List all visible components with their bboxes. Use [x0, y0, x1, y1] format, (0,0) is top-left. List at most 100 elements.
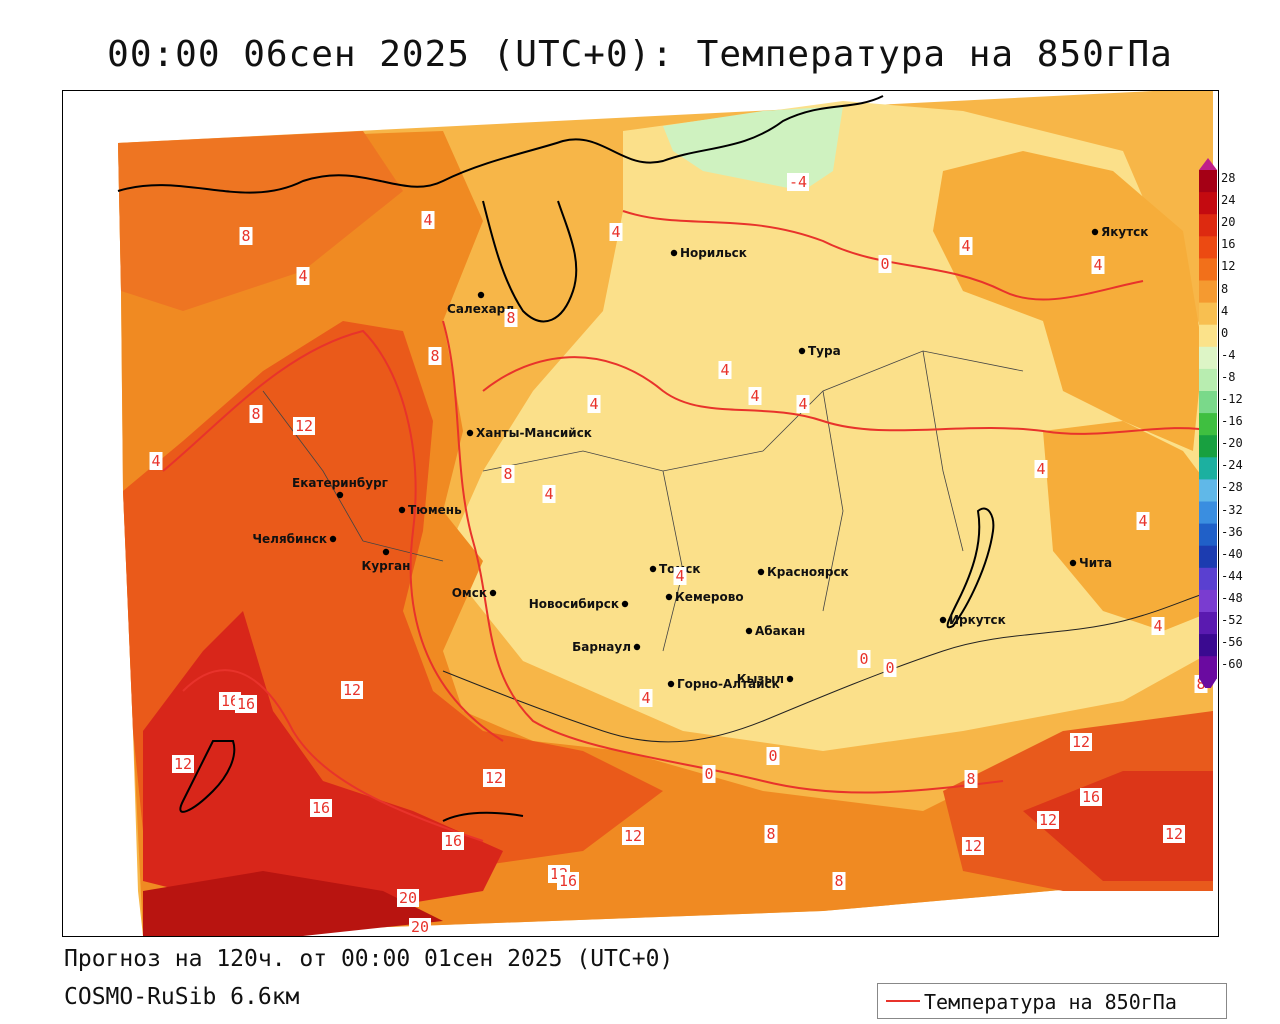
isotherm-label: 4 — [589, 395, 598, 413]
isotherm-label: 12 — [964, 837, 982, 855]
colorbar-swatch — [1199, 457, 1217, 480]
zone-cold — [663, 106, 843, 191]
isotherm-label-bg — [310, 799, 332, 817]
isotherm-label: 16 — [444, 832, 462, 850]
colorbar-tick-label: -8 — [1221, 369, 1236, 384]
isotherm-contour-4 — [482, 356, 1214, 435]
city-label: Курган — [362, 559, 411, 573]
isotherm-label: 4 — [1036, 460, 1045, 478]
isotherm-label-bg — [428, 347, 442, 365]
isotherm-label-bg — [442, 832, 464, 850]
colorbar-tick-label: -16 — [1221, 414, 1243, 429]
isotherm-label-bg — [857, 650, 871, 668]
city-marker — [667, 680, 675, 688]
isotherm-label: 12 — [624, 827, 642, 845]
colorbar-swatch — [1199, 523, 1217, 547]
colorbar-swatch — [1199, 589, 1217, 613]
isotherm-label-bg — [557, 872, 579, 890]
zone-16-east-south — [1023, 771, 1213, 881]
isotherm-label: 0 — [880, 255, 889, 273]
isotherm-label-bg — [235, 695, 257, 713]
isotherm-label-bg — [1151, 617, 1165, 635]
isotherm-label-bg — [878, 255, 892, 273]
colorbar-tick-label: -4 — [1221, 347, 1236, 362]
isotherm-label: 8 — [834, 872, 843, 890]
city-marker — [329, 535, 337, 543]
city-marker — [621, 600, 629, 608]
isotherm-label-bg — [622, 827, 644, 845]
colorbar-tick-label: 4 — [1221, 303, 1229, 318]
isotherm-label: 20 — [411, 918, 429, 936]
isotherm-label-bg — [609, 223, 623, 241]
colorbar-swatch — [1199, 368, 1217, 392]
isotherm-label-bg — [766, 747, 780, 765]
city-marker — [649, 565, 657, 573]
isotherm-label: 4 — [611, 223, 620, 241]
isotherm-label-bg — [239, 227, 253, 245]
city-marker — [1091, 228, 1099, 236]
model-name: COSMO-RuSib 6.6км — [64, 984, 300, 1010]
city-label: Норильск — [680, 246, 747, 260]
colorbar-tick-label: 24 — [1221, 193, 1236, 208]
colorbar-swatch — [1199, 324, 1217, 348]
isotherm-label: 0 — [768, 747, 777, 765]
isotherm-label-bg — [249, 405, 263, 423]
city-label: Иркутск — [949, 613, 1006, 627]
colorbar-swatch — [1199, 280, 1217, 304]
city-marker — [1069, 559, 1077, 567]
colorbar-tick-label: -32 — [1221, 502, 1243, 517]
isotherm-label: 4 — [961, 237, 970, 255]
isotherm-label: 8 — [506, 309, 515, 327]
city-label: Абакан — [755, 624, 805, 638]
colorbar-tick-label: -44 — [1221, 568, 1243, 583]
isotherm-label-bg — [1136, 512, 1150, 530]
isotherm-label: 4 — [1138, 512, 1147, 530]
isotherm-label: 4 — [544, 485, 553, 503]
city-label: Новосибирск — [529, 597, 619, 611]
isotherm-label-bg — [542, 485, 556, 503]
legend: Температура на 850гПа — [877, 983, 1227, 1019]
isotherm-labels-layer: -4 0 4 4 4 4 4 4 4 4 4 4 4 4 4 4 4 4 8 8 8 8 8 8 8 8 8 12 12 12 12 12 12… — [149, 173, 1208, 936]
isotherm-label: 4 — [798, 395, 807, 413]
isotherm-label: 4 — [720, 361, 729, 379]
colorbar-top-arrow — [1199, 158, 1217, 170]
isotherm-label-bg — [397, 889, 419, 907]
legend-line-swatch — [886, 1000, 920, 1002]
colorbar-swatch — [1199, 634, 1217, 657]
isotherm-label-bg — [296, 267, 310, 285]
colorbar-tick-label: 8 — [1221, 281, 1229, 296]
isotherm-label: -4 — [789, 173, 807, 191]
temperature-colorbar — [1199, 158, 1217, 693]
isotherm-label-bg — [1091, 256, 1105, 274]
isotherm-label: 16 — [312, 799, 330, 817]
colorbar-swatch — [1199, 391, 1217, 414]
city-label: Тура — [808, 344, 841, 358]
zone-16-20 — [143, 611, 503, 911]
colorbar-swatch — [1199, 479, 1217, 502]
city-marker — [398, 506, 406, 514]
colorbar-tick-label: -48 — [1221, 590, 1243, 605]
isotherm-label-bg — [718, 361, 732, 379]
isotherm-label: 16 — [237, 695, 255, 713]
city-label: Кызыл — [737, 672, 784, 686]
colorbar-tick-label: -40 — [1221, 546, 1243, 561]
colorbar-swatch — [1199, 612, 1217, 635]
baikal — [946, 507, 995, 629]
isotherm-label-bg — [832, 872, 846, 890]
city-marker — [336, 491, 344, 499]
isotherm-label: 12 — [1039, 811, 1057, 829]
city-marker — [466, 429, 474, 437]
city-marker — [757, 568, 765, 576]
isotherm-label-bg — [962, 837, 984, 855]
isotherm-label-bg — [501, 465, 515, 483]
colorbar-swatch — [1199, 545, 1217, 569]
isotherm-label-bg — [1037, 811, 1059, 829]
city-label: Екатеринбург — [292, 476, 388, 490]
isotherm-label: 12 — [174, 755, 192, 773]
colorbar-swatch — [1199, 192, 1217, 215]
isotherm-contour-16 — [182, 669, 484, 842]
city-marker — [939, 616, 947, 624]
isotherm-label: 8 — [966, 770, 975, 788]
isotherm-label: 8 — [766, 825, 775, 843]
city-label: Якутск — [1101, 225, 1148, 239]
